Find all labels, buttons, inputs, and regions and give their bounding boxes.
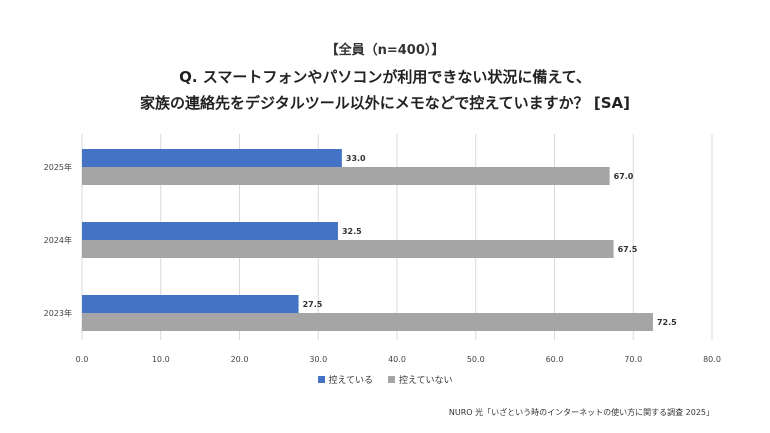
data-label: 67.0 bbox=[614, 172, 634, 181]
data-label: 27.5 bbox=[303, 300, 323, 309]
data-label: 33.0 bbox=[346, 154, 366, 163]
chart-subtitle: 【全員（n=400）】 bbox=[325, 43, 445, 58]
source-note: NURO 光「いざという時のインターネットの使い方に関する調査 2025」 bbox=[448, 408, 714, 417]
legend: 控えている 控えていない bbox=[0, 373, 770, 386]
legend-swatch-series1 bbox=[317, 376, 325, 383]
x-tick-label: 40.0 bbox=[388, 355, 406, 364]
legend-item-series2: 控えていない bbox=[387, 373, 453, 386]
bar-series2 bbox=[82, 167, 610, 185]
category-label: 2023年 bbox=[44, 308, 72, 318]
legend-label-series2: 控えていない bbox=[398, 376, 453, 386]
x-tick-label: 0.0 bbox=[76, 355, 89, 364]
x-tick-label: 30.0 bbox=[309, 355, 327, 364]
legend-swatch-series2 bbox=[387, 376, 395, 383]
x-tick-label: 70.0 bbox=[624, 355, 642, 364]
chart-title-line-2: 家族の連絡先をデジタルツール以外にメモなどで控えていますか？ [SA] bbox=[140, 94, 630, 112]
bar-series2 bbox=[82, 240, 614, 258]
legend-label-series1: 控えている bbox=[328, 376, 374, 386]
chart-title-line-1: Q. スマートフォンやパソコンが利用できない状況に備えて、 bbox=[179, 68, 591, 86]
x-tick-label: 50.0 bbox=[467, 355, 485, 364]
data-label: 72.5 bbox=[657, 318, 677, 327]
legend-item-series1: 控えている bbox=[317, 373, 374, 386]
x-tick-label: 80.0 bbox=[703, 355, 721, 364]
x-tick-label: 10.0 bbox=[152, 355, 170, 364]
x-tick-label: 60.0 bbox=[546, 355, 564, 364]
x-tick-label: 20.0 bbox=[231, 355, 249, 364]
bar-series1 bbox=[82, 149, 342, 167]
category-label: 2025年 bbox=[44, 162, 72, 172]
data-label: 32.5 bbox=[342, 227, 362, 236]
chart-header: 【全員（n=400）】 Q. スマートフォンやパソコンが利用できない状況に備えて… bbox=[0, 42, 770, 116]
bar-series1 bbox=[82, 295, 299, 313]
bar-series2 bbox=[82, 313, 653, 331]
data-label: 67.5 bbox=[618, 245, 638, 254]
category-label: 2024年 bbox=[44, 235, 72, 245]
bar-series1 bbox=[82, 222, 338, 240]
